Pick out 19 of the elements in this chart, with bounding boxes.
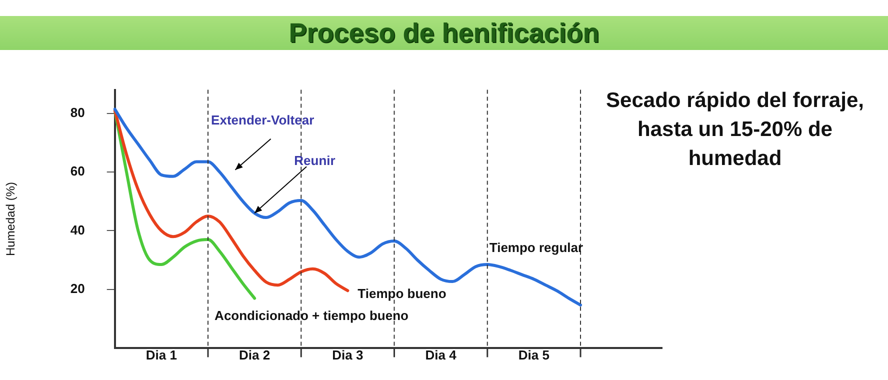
x-tick-label: Dia 3 (332, 348, 364, 363)
y-tick-label: 40 (70, 222, 85, 238)
y-axis-title: Humedad (%) (4, 182, 18, 256)
annotation: Reunir (294, 153, 336, 168)
x-tick-label: Dia 2 (239, 348, 270, 363)
y-tick-label: 80 (70, 104, 85, 120)
x-tick-label: Dia 4 (425, 348, 458, 363)
series-label: Tiempo regular (489, 240, 584, 256)
x-tick-label: Dia 5 (518, 348, 550, 363)
y-tick-label: 20 (70, 281, 85, 296)
y-tick-label: 60 (70, 164, 85, 179)
chart-title: Proceso de henificación (288, 18, 600, 48)
text: Acondicionado + tiempo bueno (214, 308, 409, 323)
annotation: Extender-Voltear (211, 112, 314, 128)
annotation: Secado rápido del forraje, hasta un 15-20% de humedad (605, 88, 865, 172)
x-tick-label: Dia 1 (146, 348, 177, 363)
line-series (113, 108, 582, 307)
series-label: Tiempo bueno (358, 286, 446, 302)
line-series (113, 108, 350, 292)
